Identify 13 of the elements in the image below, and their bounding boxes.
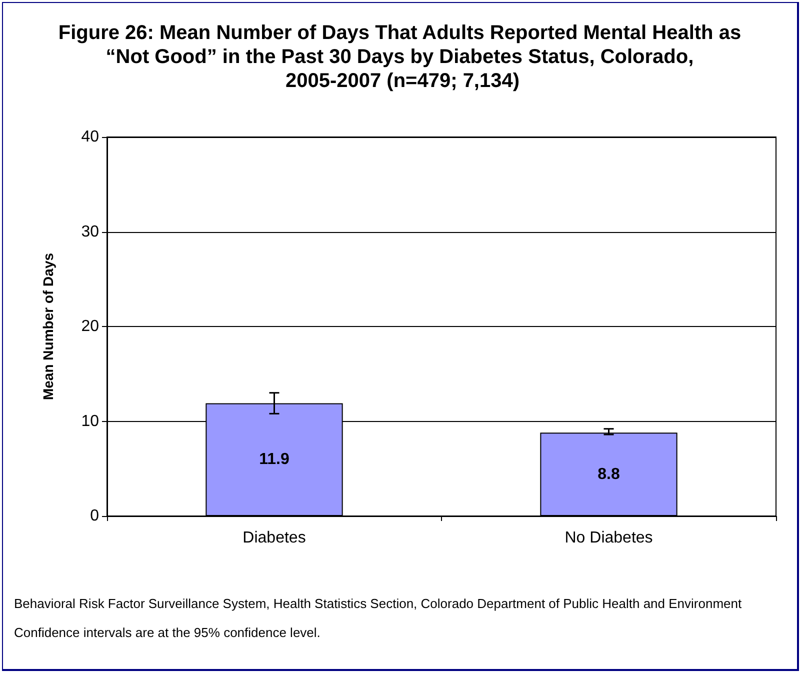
data-label: 11.9 xyxy=(259,451,290,468)
x-tick-label: No Diabetes xyxy=(564,530,653,546)
chart-title: Figure 26: Mean Number of Days That Adults Reported Mental Health as “Not Good” in the Past 30 Days by Diabetes Status, Colorado, 2005-2007 (n=479; 7,134) xyxy=(58,22,747,92)
y-tick-label: 0 xyxy=(90,508,100,524)
x-tick-label: Diabetes xyxy=(242,530,306,546)
text: Behavioral Risk Factor Surveillance System, Health Statistics Section, Colorado Department of Public Health and Environment xyxy=(14,595,743,612)
y-tick-label: 30 xyxy=(81,223,100,240)
y-tick-label: 40 xyxy=(81,128,100,146)
text: Confidence intervals are at the 95% confidence level. xyxy=(14,624,322,641)
data-label: 8.8 xyxy=(598,466,620,483)
y-axis-title: Mean Number of Days xyxy=(40,252,56,400)
y-tick-label: 10 xyxy=(81,412,100,430)
y-tick-label: 20 xyxy=(81,318,100,335)
